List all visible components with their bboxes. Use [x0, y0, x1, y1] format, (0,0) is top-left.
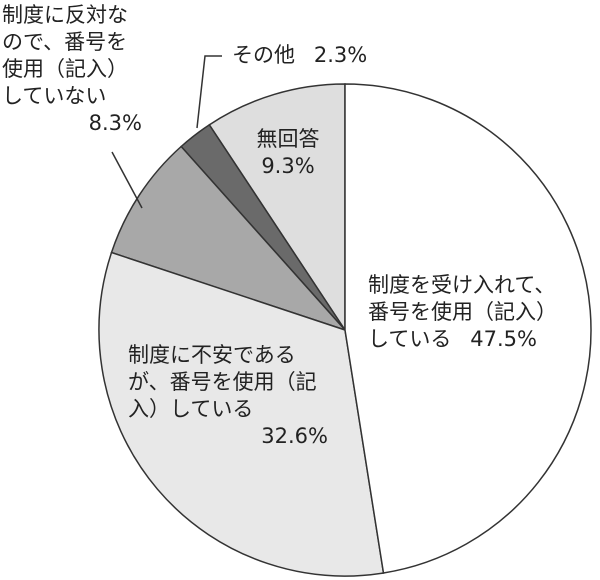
- pie-slice: [208, 83, 346, 333]
- category-label: 制度に反対なので、番号を使用（記入）していない: [2, 3, 128, 108]
- leader-line: [111, 151, 143, 209]
- value-label: 32.6%: [261, 424, 328, 448]
- slice-label: 制度に反対なので、番号を使用（記入）していない 8.3%: [2, 2, 142, 137]
- value-label: 2.3%: [313, 43, 368, 67]
- pie-slice: [98, 251, 385, 577]
- pie-slice: [344, 83, 592, 574]
- slice-label: 制度に不安であるが、番号を使用（記入）している 32.6%: [128, 342, 328, 450]
- value-label: 47.5%: [470, 327, 537, 351]
- slice-label: 制度を受け入れて、番号を使用（記入）している 47.5%: [368, 272, 573, 353]
- value-label: 8.3%: [88, 111, 142, 135]
- category-label: 制度を受け入れて、番号を使用（記入）している: [368, 273, 557, 351]
- slice-label: 無回答 9.3%: [243, 126, 333, 180]
- slice-label: その他 2.3%: [232, 42, 462, 69]
- category-label: その他: [232, 43, 295, 67]
- category-label: 制度に不安であるが、番号を使用（記入）している: [128, 343, 317, 421]
- pie-slice: [110, 145, 348, 332]
- category-label: 無回答: [256, 127, 320, 151]
- value-label: 9.3%: [261, 154, 315, 178]
- leader-line: [196, 55, 222, 129]
